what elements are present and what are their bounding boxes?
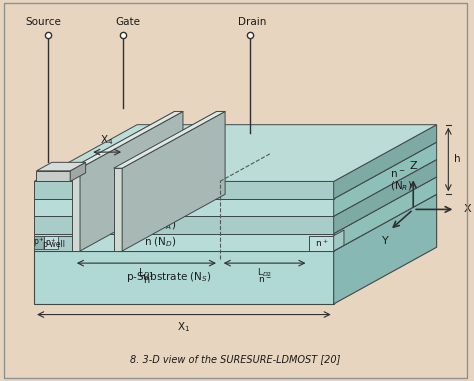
Polygon shape [34,216,334,234]
Text: n (N$_D$): n (N$_D$) [144,235,176,249]
Text: 8. 3-D view of the SURESURE-LDMOST [20]: 8. 3-D view of the SURESURE-LDMOST [20] [130,354,341,364]
Polygon shape [334,194,437,304]
Polygon shape [45,236,57,249]
Polygon shape [334,142,437,216]
Text: Source: Source [25,17,61,27]
Text: X: X [464,205,472,215]
Text: n$^+$: n$^+$ [315,237,328,249]
Text: Y: Y [382,236,389,246]
Polygon shape [334,160,437,234]
Text: h: h [454,154,461,165]
Polygon shape [36,162,86,171]
Text: p$^+$: p$^+$ [33,235,45,249]
Polygon shape [34,142,437,199]
Polygon shape [34,125,437,181]
Text: Drain: Drain [238,17,266,27]
Text: X$_4$: X$_4$ [100,133,114,147]
Polygon shape [34,236,73,251]
Polygon shape [122,112,225,251]
Polygon shape [334,177,437,251]
Text: L$_{D2}$: L$_{D2}$ [257,266,272,279]
Polygon shape [114,112,225,168]
Text: X$_1$: X$_1$ [177,320,191,334]
Polygon shape [34,194,437,251]
Polygon shape [72,112,183,168]
Text: p-Substrate (N$_S$): p-Substrate (N$_S$) [126,271,212,285]
Text: p-well: p-well [42,240,65,249]
Polygon shape [34,177,437,234]
Polygon shape [34,234,334,251]
Polygon shape [310,236,334,251]
Text: n: n [143,275,150,285]
Polygon shape [334,125,437,199]
Polygon shape [114,168,122,251]
Polygon shape [334,230,344,251]
Text: p: p [156,185,163,195]
Polygon shape [34,160,437,216]
Text: n$^+$: n$^+$ [45,236,57,248]
Polygon shape [72,168,80,251]
Text: n: n [156,203,163,213]
Text: n$^-$: n$^-$ [390,169,406,180]
Text: Z: Z [410,161,417,171]
Text: n$^-$: n$^-$ [258,275,272,285]
Polygon shape [34,236,45,249]
Text: L$_{D1}$: L$_{D1}$ [138,266,155,280]
Text: Gate: Gate [115,17,140,27]
Polygon shape [34,199,334,216]
Polygon shape [34,251,334,304]
Text: (N$_R$): (N$_R$) [390,179,413,193]
Polygon shape [70,162,86,181]
Polygon shape [36,171,70,181]
Polygon shape [34,181,334,199]
Polygon shape [80,112,183,251]
Text: p (N$_A$): p (N$_A$) [144,218,176,232]
